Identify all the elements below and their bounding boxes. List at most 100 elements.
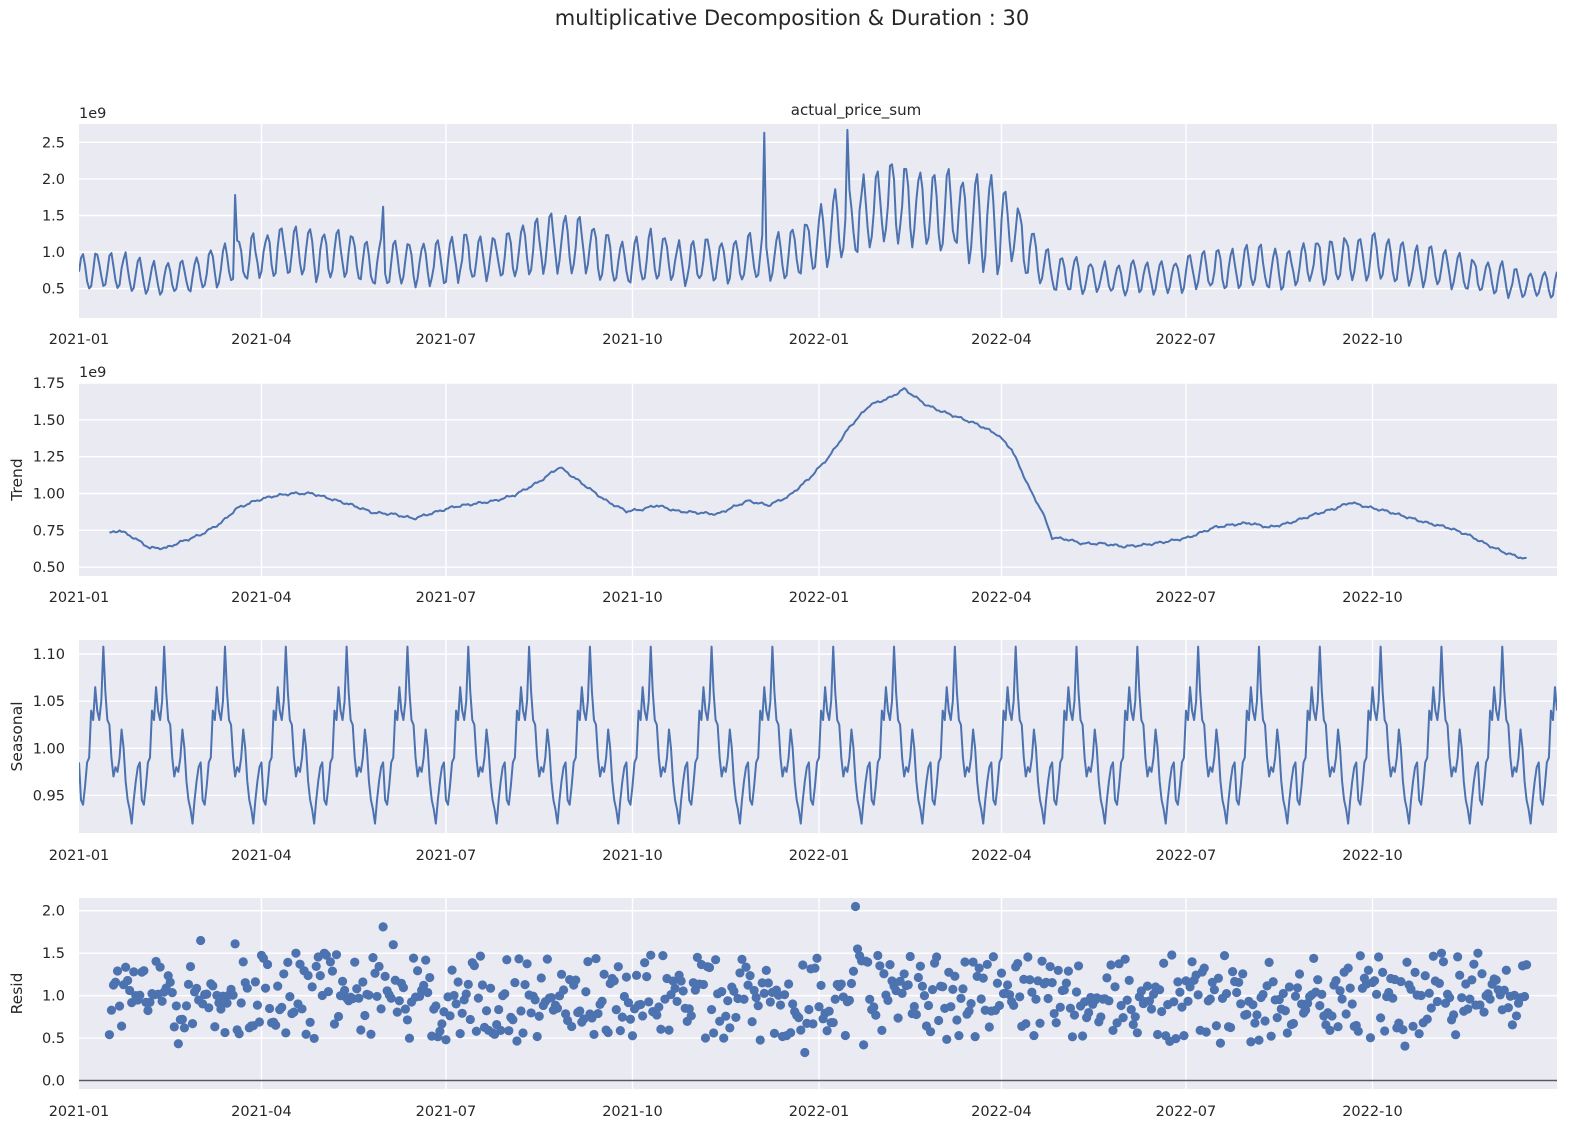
resid-point (500, 989, 510, 999)
resid-point (1284, 982, 1294, 992)
resid-point (625, 1014, 636, 1024)
x-tick-label: 2022-07 (1156, 848, 1217, 864)
x-tick-label: 2022-04 (971, 848, 1032, 864)
resid-point (1266, 1031, 1276, 1041)
resid-point (202, 989, 212, 999)
resid-point (327, 966, 338, 976)
resid-point (1073, 961, 1084, 971)
resid-point (717, 987, 727, 997)
x-tick-label: 2021-04 (231, 848, 292, 864)
resid-point (1155, 985, 1165, 995)
resid-point (676, 976, 686, 986)
resid-point (1469, 959, 1479, 969)
resid-point (611, 1005, 621, 1015)
resid-point (859, 1040, 869, 1050)
resid-point (372, 991, 382, 1002)
resid-point (615, 1026, 625, 1036)
resid-point (273, 981, 283, 991)
x-tick-label: 2021-07 (416, 590, 477, 606)
resid-point (1416, 990, 1426, 1001)
resid-point (1084, 1007, 1094, 1018)
y-tick-label: 1.5 (42, 209, 65, 225)
resid-point (123, 975, 133, 986)
resid-point (1232, 987, 1242, 998)
resid-point (1434, 978, 1445, 988)
resid-point (1225, 1022, 1236, 1033)
resid-point (1234, 977, 1244, 987)
resid-point (1246, 1037, 1256, 1047)
resid-point (1479, 1007, 1489, 1017)
resid-point (956, 993, 966, 1003)
resid-point (1353, 1026, 1363, 1036)
resid-point (423, 987, 433, 998)
resid-point (741, 962, 751, 972)
y-tick-label: 0.75 (33, 523, 65, 539)
resid-point (711, 955, 721, 965)
resid-point (1378, 967, 1388, 977)
x-tick-label: 2022-04 (971, 590, 1032, 606)
resid-point (445, 1011, 455, 1021)
resid-point (964, 1006, 974, 1016)
resid-point (179, 1023, 190, 1033)
resid-point (339, 985, 350, 995)
resid-point (1025, 975, 1035, 985)
resid-point (1333, 1022, 1343, 1032)
resid-point (1065, 1003, 1076, 1013)
resid-point (125, 985, 135, 996)
resid-point (1047, 978, 1057, 988)
y-tick-label: 1.05 (33, 694, 65, 710)
resid-point (481, 1006, 492, 1016)
resid-point (743, 980, 753, 990)
resid-point (1290, 991, 1301, 1001)
resid-point (603, 1027, 613, 1038)
y-axis-label: Trend (8, 458, 26, 501)
resid-point (822, 1026, 832, 1036)
resid-point (1373, 952, 1384, 962)
resid-point (301, 1029, 311, 1039)
resid-point (1051, 1018, 1061, 1028)
resid-point (599, 969, 609, 979)
resid-point (800, 1047, 810, 1058)
offset-label: 1e9 (79, 106, 106, 122)
resid-point (169, 1022, 179, 1032)
resid-point (311, 961, 321, 971)
resid-point (350, 957, 360, 967)
resid-point (749, 985, 759, 996)
resid-point (477, 980, 488, 990)
resid-point (982, 959, 992, 970)
x-tick-label: 2021-07 (416, 1104, 477, 1120)
resid-point (376, 1004, 386, 1014)
resid-point (721, 1011, 731, 1021)
resid-point (1221, 988, 1232, 999)
resid-point (1343, 963, 1353, 973)
resid-point (1280, 1006, 1290, 1016)
y-tick-label: 0.5 (42, 282, 65, 298)
panel-observed: 0.5 1.0 1.5 2.0 2.5 2021-01 2021-04 2021-07 2021… (42, 101, 1557, 348)
resid-point (1398, 1025, 1408, 1035)
resid-point (567, 1021, 577, 1032)
y-tick-label: 1.0 (42, 245, 65, 261)
resid-point (1477, 969, 1487, 979)
resid-point (283, 957, 293, 967)
resid-point (1363, 965, 1374, 975)
resid-point (378, 922, 388, 932)
resid-point (1501, 965, 1511, 975)
resid-point (112, 966, 123, 976)
resid-point (976, 994, 986, 1004)
resid-point (735, 968, 745, 978)
resid-point (763, 978, 773, 988)
resid-point (739, 994, 749, 1004)
resid-point (437, 1019, 447, 1029)
resid-point (1365, 1033, 1376, 1043)
resid-point (135, 990, 145, 1000)
resid-point (897, 988, 907, 998)
resid-point (804, 1004, 814, 1015)
x-tick-label: 2022-01 (789, 590, 850, 606)
resid-point (457, 1008, 467, 1018)
series-line-seasonal (79, 645, 1557, 825)
resid-point (455, 1029, 465, 1039)
resid-point (911, 1009, 921, 1020)
resid-point (471, 1026, 481, 1036)
resid-point (883, 995, 893, 1005)
resid-point (352, 984, 362, 994)
